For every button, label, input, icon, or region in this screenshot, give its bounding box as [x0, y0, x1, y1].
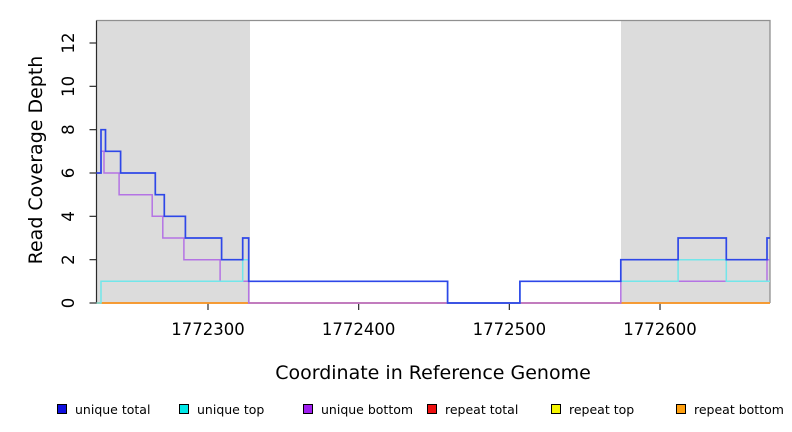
legend-label: repeat bottom — [694, 401, 784, 417]
legend-swatch-icon — [179, 404, 189, 414]
legend-label: repeat top — [569, 401, 635, 417]
legend-swatch-icon — [57, 404, 67, 414]
legend-label: unique total — [75, 401, 151, 417]
y-tick-label: 0 — [59, 298, 78, 309]
x-tick-label: 1772300 — [171, 320, 245, 337]
legend-label: unique bottom — [321, 401, 414, 417]
legend-item-repeat-total: repeat total — [427, 399, 518, 419]
legend: unique total unique top unique bottom repea… — [0, 399, 792, 421]
legend-label: unique top — [197, 401, 265, 417]
y-tick-label: 8 — [59, 124, 78, 135]
y-tick-label: 2 — [59, 254, 78, 265]
legend-swatch-icon — [427, 404, 437, 414]
legend-item-repeat-bottom: repeat bottom — [676, 399, 784, 419]
y-tick-label: 10 — [59, 76, 78, 97]
y-tick-label: 6 — [59, 168, 78, 179]
series-unique-total — [96, 128, 770, 304]
legend-swatch-icon — [551, 404, 561, 414]
x-tick-label: 1772500 — [473, 320, 547, 337]
legend-item-unique-total: unique total — [57, 399, 150, 419]
series-unique-bottom — [96, 150, 770, 304]
legend-label: repeat total — [445, 401, 519, 417]
coverage-plot: 1772300 1772400 1772500 1772600 0 2 4 6 8 10 12 — [59, 19, 771, 337]
y-tick-label: 4 — [59, 211, 78, 222]
x-tick-label: 1772600 — [623, 320, 697, 337]
legend-item-unique-bottom: unique bottom — [303, 399, 413, 419]
legend-item-repeat-top: repeat top — [551, 399, 634, 419]
y-axis-title: Read Coverage Depth — [25, 55, 47, 265]
x-tick-label: 1772400 — [322, 320, 396, 337]
y-tick-label: 12 — [59, 33, 78, 54]
masked-region — [96, 20, 251, 303]
x-axis-title: Coordinate in Reference Genome — [275, 362, 591, 384]
legend-swatch-icon — [676, 404, 686, 414]
legend-item-unique-top: unique top — [179, 399, 264, 419]
legend-swatch-icon — [303, 404, 313, 414]
masked-region — [620, 20, 770, 303]
plot-box — [96, 19, 771, 303]
